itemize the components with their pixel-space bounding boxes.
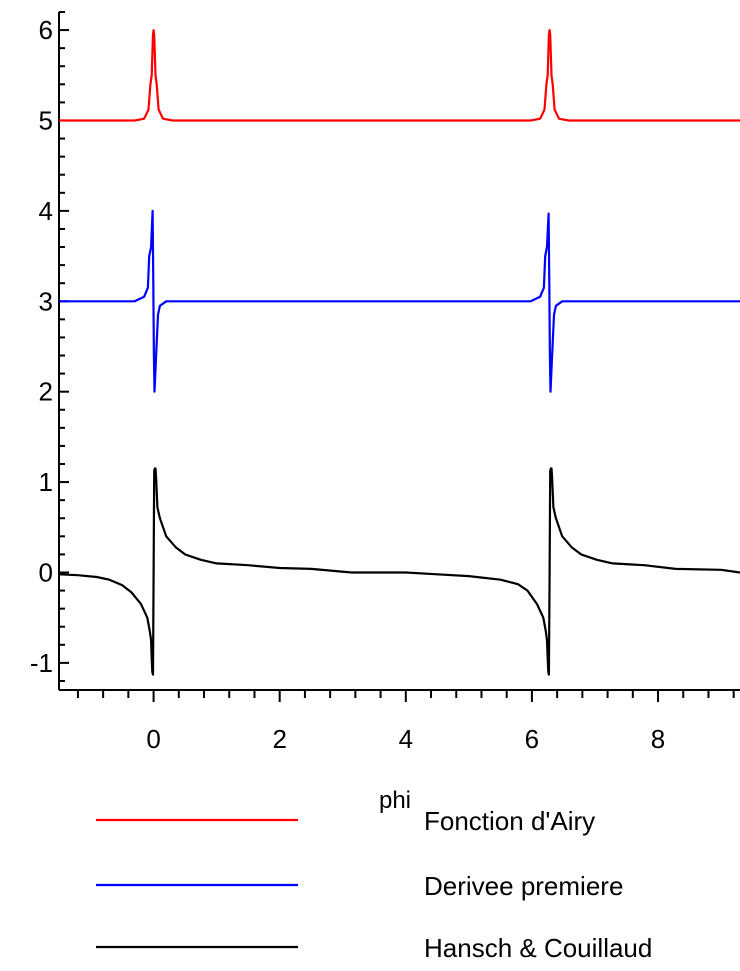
series-line-3 xyxy=(58,467,740,676)
axes xyxy=(58,11,740,702)
x-tick-label: 6 xyxy=(525,724,539,754)
series-line-2 xyxy=(59,209,740,393)
y-tick-label: 0 xyxy=(39,557,53,587)
x-tick-label: 2 xyxy=(272,724,286,754)
legend-label-3: Hansch & Couillaud xyxy=(424,933,652,963)
y-tick-label: -1 xyxy=(30,648,53,678)
tick-labels: -1 0 1 2 3 4 5 6 0 2 4 6 8 xyxy=(30,15,665,754)
series-line-1 xyxy=(59,29,740,122)
x-tick-label: 4 xyxy=(399,724,413,754)
y-tick-label: 1 xyxy=(39,467,53,497)
y-tick-label: 2 xyxy=(39,377,53,407)
x-tick-label: 8 xyxy=(651,724,665,754)
y-tick-label: 4 xyxy=(39,196,53,226)
y-tick-label: 6 xyxy=(39,15,53,45)
legend: Fonction d'Airy Derivee premiere Hansch & … xyxy=(96,806,652,963)
x-tick-label: 0 xyxy=(146,724,160,754)
legend-label-1: Fonction d'Airy xyxy=(424,806,595,836)
x-axis-title: phi xyxy=(379,787,411,814)
y-tick-label: 3 xyxy=(39,286,53,316)
legend-label-2: Derivee premiere xyxy=(424,871,623,901)
series-lines xyxy=(58,29,740,676)
y-tick-label: 5 xyxy=(39,105,53,135)
